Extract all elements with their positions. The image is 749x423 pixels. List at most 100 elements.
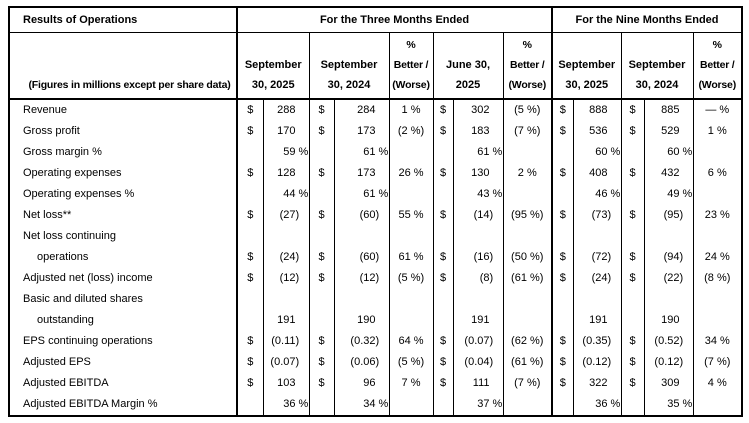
table-row: Adjusted EBITDA $103 $96 7 % $111 (7 %) $322 $3… [9, 373, 742, 394]
pct-change-cell: (8 %) [692, 268, 742, 289]
table-row: operations $ (24) $ (60) 61 % $ (16) (50 %) $ (72)… [9, 247, 742, 268]
dollar-sign-cell [620, 184, 644, 205]
pct-change-cell: 26 % [388, 163, 433, 184]
value-cell: 432 [643, 163, 693, 184]
dollar-sign-cell: $ [308, 247, 334, 268]
dollar-sign-cell [432, 394, 453, 416]
dollar-sign-cell [620, 142, 644, 163]
column-header-tm-pct-change-1: % Better / (Worse) [388, 32, 433, 100]
dollar-sign-cell [620, 310, 644, 331]
value-cell: 173 [333, 121, 389, 142]
group-header-three-months: For the Three Months Ended [236, 7, 552, 33]
dollar-sign-cell: $ [432, 99, 453, 121]
dollar-sign-cell: $ [551, 121, 573, 142]
row-label: Gross margin % [23, 146, 102, 158]
dollar-sign-cell: $ [620, 99, 644, 121]
pct-change-cell [388, 394, 433, 416]
row-label: Adjusted EPS [23, 356, 91, 368]
value-cell: 190 [643, 310, 693, 331]
value-cell: 191 [452, 310, 503, 331]
value-cell: 96 [333, 373, 389, 394]
value-cell: (0.12) [572, 352, 621, 373]
dollar-sign-cell: $ [551, 163, 573, 184]
dollar-sign-cell: $ [308, 121, 334, 142]
value-cell: 190 [333, 310, 389, 331]
row-label: Operating expenses % [23, 188, 135, 200]
value-cell: 408 [572, 163, 621, 184]
value-cell: 885 [643, 99, 693, 121]
row-label: Adjusted net (loss) income [23, 272, 153, 284]
value-cell: (0.06) [333, 352, 389, 373]
pct-change-cell [692, 184, 742, 205]
value-cell [452, 226, 503, 247]
value-cell: (24) [572, 268, 621, 289]
dollar-sign-cell [620, 289, 644, 310]
pct-change-cell: (7 %) [692, 352, 742, 373]
value-cell: (8) [452, 268, 503, 289]
value-cell: 111 [452, 373, 503, 394]
pct-change-cell: (95 %) [502, 205, 552, 226]
table-row: Operating expenses $128 $173 26 % $130 2 % $40… [9, 163, 742, 184]
dollar-sign-cell [236, 142, 263, 163]
table-row: Adjusted EPS $ (0.07) $ (0.06) (5 %) $ (0.04) (6… [9, 352, 742, 373]
dollar-sign-cell: $ [308, 99, 334, 121]
pct-change-cell [692, 226, 742, 247]
table-subtitle: (Figures in millions except per share da… [9, 32, 237, 100]
pct-change-cell [502, 289, 552, 310]
value-cell: 536 [572, 121, 621, 142]
group-header-row: Results of Operations For the Three Mont… [9, 7, 742, 33]
pct-change-cell: (7 %) [502, 373, 552, 394]
pct-change-cell: (62 %) [502, 331, 552, 352]
pct-change-cell [502, 142, 552, 163]
value-cell: 173 [333, 163, 389, 184]
value-cell: (12) [262, 268, 309, 289]
value-cell: (73) [572, 205, 621, 226]
dollar-sign-cell: $ [236, 247, 263, 268]
value-cell: 302 [452, 99, 503, 121]
value-cell [333, 226, 389, 247]
value-cell: 191 [572, 310, 621, 331]
row-label: Net loss** [23, 209, 72, 221]
pct-change-cell: 64 % [388, 331, 433, 352]
value-cell: (0.12) [643, 352, 693, 373]
dollar-sign-cell: $ [236, 205, 263, 226]
pct-change-cell [388, 226, 433, 247]
value-cell: 103 [262, 373, 309, 394]
row-label: operations [37, 251, 89, 263]
pct-change-cell: (5 %) [388, 268, 433, 289]
pct-change-cell [388, 310, 433, 331]
value-cell: 888 [572, 99, 621, 121]
dollar-sign-cell: $ [551, 331, 573, 352]
dollar-sign-cell [432, 184, 453, 205]
row-label: Basic and diluted shares [23, 293, 143, 305]
pct-change-cell: (5 %) [388, 352, 433, 373]
dollar-sign-cell [308, 184, 334, 205]
dollar-sign-cell: $ [551, 247, 573, 268]
table-body: Revenue $288 $284 1 % $302 (5 %) $888 $885— % Gr… [9, 99, 742, 416]
pct-change-cell: (50 %) [502, 247, 552, 268]
pct-change-cell: 61 % [388, 247, 433, 268]
value-cell: 191 [262, 310, 309, 331]
row-label: Net loss continuing [23, 230, 116, 242]
dollar-sign-cell [432, 226, 453, 247]
pct-change-cell [692, 310, 742, 331]
pct-change-cell [502, 184, 552, 205]
value-cell: 60 % [572, 142, 621, 163]
value-cell: 284 [333, 99, 389, 121]
dollar-sign-cell [551, 142, 573, 163]
value-cell: 60 % [643, 142, 693, 163]
value-cell: (0.52) [643, 331, 693, 352]
results-of-operations-table: Results of Operations For the Three Mont… [8, 6, 743, 417]
pct-change-cell: 7 % [388, 373, 433, 394]
dollar-sign-cell: $ [308, 373, 334, 394]
pct-change-cell: — % [692, 99, 742, 121]
value-cell: (0.04) [452, 352, 503, 373]
column-header-nm-pct-change: % Better / (Worse) [692, 32, 742, 100]
pct-change-cell: 1 % [388, 99, 433, 121]
dollar-sign-cell: $ [620, 205, 644, 226]
dollar-sign-cell: $ [620, 121, 644, 142]
table-row: Basic and diluted shares [9, 289, 742, 310]
row-label: Revenue [23, 104, 68, 116]
dollar-sign-cell [551, 310, 573, 331]
dollar-sign-cell: $ [551, 205, 573, 226]
